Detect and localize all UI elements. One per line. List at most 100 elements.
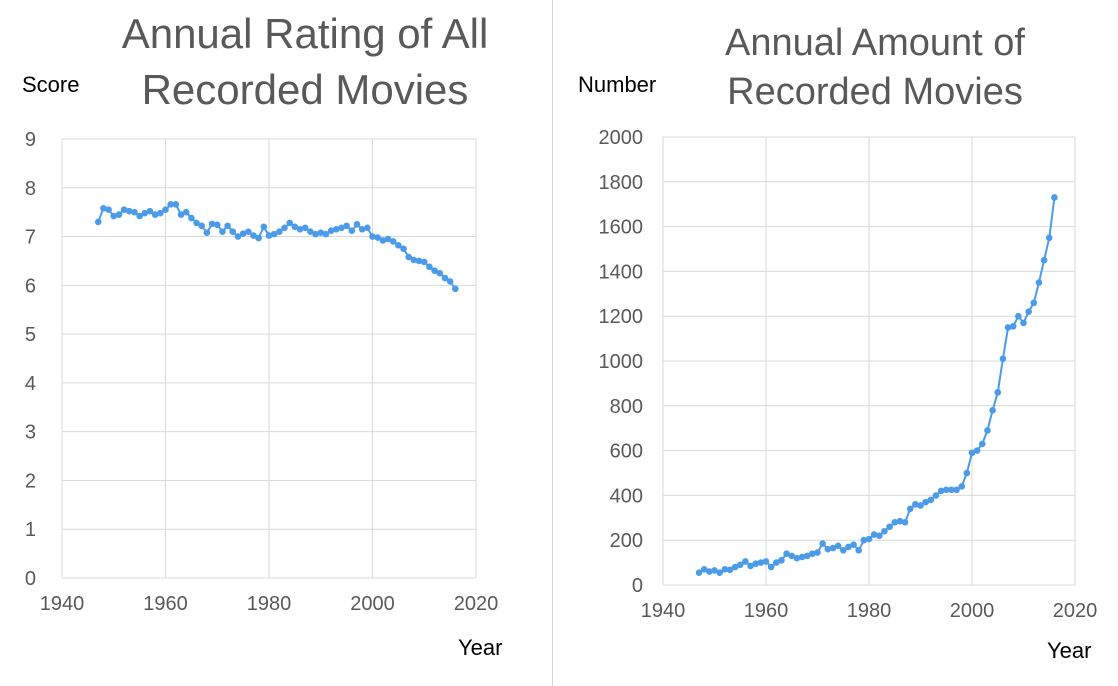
amount-y-tick-label: 2000: [599, 127, 644, 149]
rating-y-tick-label: 7: [25, 227, 36, 249]
amount-data-point: [747, 562, 754, 570]
amount-series-line: [698, 197, 1056, 574]
rating-data-point: [374, 234, 381, 241]
rating-data-point: [167, 201, 174, 208]
amount-y-tick-label: 600: [610, 441, 643, 463]
rating-data-point: [177, 211, 185, 218]
amount-data-point: [742, 558, 749, 565]
rating-data-point: [431, 267, 438, 275]
rating-data-point: [224, 222, 231, 230]
amount-data-point: [1045, 234, 1053, 242]
amount-data-point: [886, 523, 893, 531]
amount-y-tick-label: 400: [610, 485, 643, 507]
amount-series: [695, 194, 1058, 576]
amount-data-point: [788, 552, 796, 560]
amount-data-point: [984, 427, 991, 434]
amount-data-point: [927, 496, 935, 504]
rating-y-tick-label: 8: [25, 178, 36, 200]
rating-data-point: [400, 245, 407, 253]
amount-y-tick-label: 800: [610, 396, 643, 418]
amount-y-tick-label: 1000: [599, 351, 644, 373]
amount-data-point: [979, 440, 986, 448]
rating-x-tick-label: 2020: [454, 593, 499, 615]
rating-data-point: [415, 257, 423, 265]
amount-chart-panel: Annual Amount of Recorded Movies Number …: [555, 0, 1118, 686]
rating-data-point: [162, 206, 169, 214]
rating-data-point: [343, 222, 350, 230]
rating-data-point: [395, 242, 402, 249]
amount-data-point: [716, 569, 723, 576]
amount-data-point: [958, 483, 965, 490]
amount-data-point: [845, 543, 852, 551]
rating-data-point: [436, 269, 444, 277]
amount-y-axis-label: Number: [578, 72, 656, 97]
amount-data-point: [793, 554, 801, 562]
rating-data-point: [151, 211, 159, 218]
rating-data-point: [260, 223, 268, 231]
rating-x-axis-label: Year: [458, 635, 502, 660]
rating-data-point: [307, 228, 314, 235]
amount-data-point: [865, 535, 873, 543]
amount-x-tick-label: 1960: [744, 600, 789, 622]
amount-data-point: [994, 389, 1002, 396]
rating-data-point: [188, 214, 195, 222]
amount-data-point: [855, 546, 862, 554]
rating-x-tick-label: 2000: [350, 593, 395, 615]
amount-data-point: [819, 540, 826, 547]
rating-data-point: [182, 208, 190, 216]
panel-divider: [552, 0, 553, 686]
rating-y-tick-label: 6: [25, 275, 36, 297]
rating-gridlines: [61, 138, 477, 579]
rating-data-point: [213, 221, 221, 229]
amount-data-point: [824, 545, 832, 553]
amount-data-point: [829, 544, 837, 552]
rating-data-point: [100, 204, 107, 212]
amount-data-point: [968, 449, 976, 457]
rating-data-point: [265, 232, 273, 239]
rating-data-point: [312, 230, 319, 238]
rating-y-tick-label: 1: [25, 519, 36, 541]
amount-data-point: [814, 549, 821, 556]
amount-data-point: [906, 505, 914, 513]
amount-data-point: [850, 541, 857, 548]
amount-data-point: [700, 566, 708, 573]
rating-y-tick-label: 0: [25, 568, 36, 590]
rating-data-point: [245, 228, 252, 235]
rating-data-point: [234, 233, 242, 240]
amount-data-point: [989, 406, 996, 414]
amount-data-point: [711, 567, 718, 574]
amount-data-point: [1004, 324, 1012, 331]
amount-data-point: [948, 486, 955, 494]
amount-data-point: [1051, 194, 1058, 201]
rating-data-point: [203, 229, 211, 236]
amount-x-tick-label: 1940: [641, 600, 686, 622]
rating-data-point: [270, 230, 278, 238]
rating-data-point: [157, 209, 164, 217]
rating-data-point: [146, 207, 154, 215]
amount-data-point: [731, 563, 739, 571]
rating-data-point: [110, 212, 118, 220]
amount-data-point: [762, 558, 770, 565]
amount-x-axis-label: Year: [1047, 638, 1091, 663]
rating-data-point: [131, 208, 138, 216]
amount-data-point: [932, 492, 940, 499]
rating-data-point: [229, 228, 237, 235]
amount-data-point: [870, 531, 878, 538]
rating-data-point: [426, 263, 433, 271]
amount-data-point: [778, 557, 785, 564]
rating-y-tick-label: 2: [25, 470, 36, 492]
amount-data-point: [1025, 308, 1032, 316]
rating-data-point: [281, 224, 288, 232]
rating-y-tick-label: 5: [25, 324, 36, 346]
rating-axis-ticks: 0 1 2 3 4 5 6 7 8 9 1940 1960 1980 2000 2020: [25, 129, 498, 615]
rating-series: [94, 201, 459, 293]
rating-chart-panel: Annual Rating of All Recorded Movies Sco…: [0, 0, 552, 686]
rating-data-point: [125, 207, 133, 215]
rating-data-point: [250, 232, 257, 239]
amount-data-point: [726, 566, 734, 574]
amount-x-tick-label: 2000: [950, 600, 995, 622]
rating-data-point: [239, 230, 247, 237]
amount-data-point: [896, 517, 904, 525]
rating-chart: Annual Rating of All Recorded Movies Sco…: [22, 10, 502, 660]
rating-data-point: [120, 206, 128, 214]
